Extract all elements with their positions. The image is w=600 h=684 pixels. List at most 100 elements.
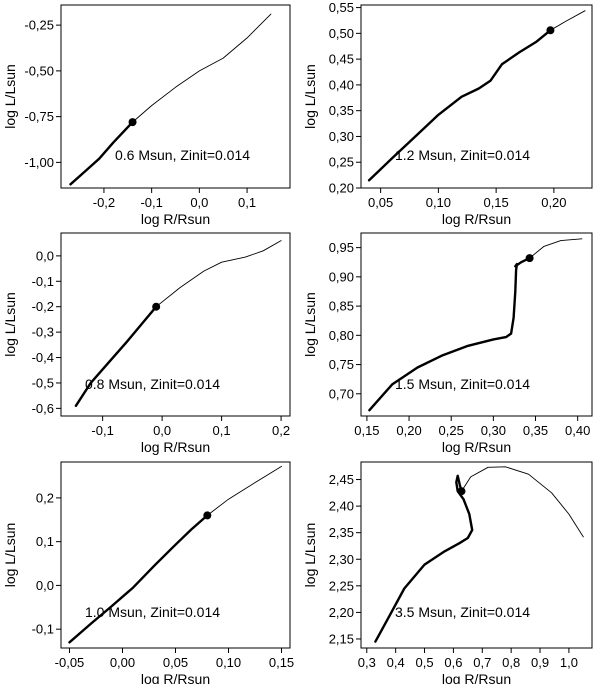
x-tick-label: 0,5 bbox=[415, 655, 433, 670]
x-axis-title: log R/Rsun bbox=[442, 439, 511, 455]
y-axis-title: log L/Lsun bbox=[2, 523, 18, 588]
y-tick-label: 2,35 bbox=[329, 525, 354, 540]
x-tick-label: 0,05 bbox=[163, 655, 188, 670]
marker-point bbox=[525, 254, 534, 263]
track-thick-line bbox=[367, 29, 552, 182]
y-tick-label: -0,3 bbox=[32, 325, 54, 340]
marker-point bbox=[457, 487, 466, 496]
x-tick-label: 0,6 bbox=[444, 655, 462, 670]
x-tick-label: 0,3 bbox=[358, 655, 376, 670]
x-axis-title: log R/Rsun bbox=[141, 211, 210, 227]
track-thin-line bbox=[529, 238, 583, 259]
x-tick-label: 0,30 bbox=[481, 423, 506, 438]
x-tick-label: 0,0 bbox=[190, 195, 208, 210]
x-tick-label: 0,05 bbox=[368, 195, 393, 210]
y-tick-label: 0,0 bbox=[36, 578, 54, 593]
y-tick-label: -0,25 bbox=[24, 18, 54, 33]
panel-3: -0,1 0,0 0,1 0,2 -0,6 -0,5 -0,4 -0,3 -0,2 -0,1 0,0… bbox=[2, 232, 291, 455]
y-axis-title: log L/Lsun bbox=[2, 292, 18, 357]
y-tick-label: 0,85 bbox=[329, 299, 354, 314]
y-tick-label: 0,2 bbox=[36, 490, 54, 505]
model-annotation: 0.6 Msun, Zinit=0.014 bbox=[115, 147, 250, 163]
x-tick-label: 0,10 bbox=[426, 195, 451, 210]
x-tick-label: -0,2 bbox=[93, 195, 115, 210]
y-tick-label: -0,1 bbox=[32, 622, 54, 637]
track-thin-line bbox=[132, 13, 272, 123]
y-tick-label: -0,6 bbox=[32, 401, 54, 416]
y-axis-title: log L/Lsun bbox=[302, 292, 318, 357]
model-annotation: 3.5 Msun, Zinit=0.014 bbox=[395, 604, 530, 620]
y-tick-label: -0,1 bbox=[32, 274, 54, 289]
x-tick-label: 0,15 bbox=[354, 423, 379, 438]
marker-point bbox=[546, 26, 555, 35]
x-tick-label: 1,0 bbox=[560, 655, 578, 670]
y-tick-label: 0,45 bbox=[329, 52, 354, 67]
y-tick-label: 0,55 bbox=[329, 0, 354, 15]
y-axis-title: log L/Lsun bbox=[302, 64, 318, 129]
y-tick-label: 0,30 bbox=[329, 129, 354, 144]
marker-point bbox=[203, 511, 212, 520]
x-tick-label: 0,20 bbox=[396, 423, 421, 438]
track-thick-line bbox=[68, 514, 209, 644]
y-axis-title: log L/Lsun bbox=[2, 64, 18, 129]
x-tick-label: -0,1 bbox=[140, 195, 162, 210]
y-tick-label: 2,45 bbox=[329, 472, 354, 487]
y-tick-label: 0,0 bbox=[36, 248, 54, 263]
y-tick-label: -0,2 bbox=[32, 299, 54, 314]
y-tick-label: 0,95 bbox=[329, 240, 354, 255]
track-thick-line bbox=[74, 305, 158, 407]
x-tick-label: 0,00 bbox=[110, 655, 135, 670]
plot-frame bbox=[360, 4, 593, 189]
y-axis-title: log L/Lsun bbox=[302, 523, 318, 588]
x-axis-title: log R/Rsun bbox=[442, 211, 511, 227]
panel-4: 0,15 0,20 0,25 0,30 0,35 0,40 0,70 0,75 0,80 0,85… bbox=[302, 232, 593, 455]
marker-point bbox=[152, 302, 161, 311]
y-tick-label: 0,80 bbox=[329, 328, 354, 343]
panel-6: 0,3 0,4 0,5 0,6 0,7 0,8 0,9 1,0 2,15 2,20 2,25 2,30… bbox=[302, 461, 593, 684]
panel-5: -0,05 0,00 0,05 0,10 0,15 -0,1 0,0 0,1 0,2 log R/… bbox=[2, 461, 294, 684]
y-tick-label: 0,75 bbox=[329, 357, 354, 372]
x-tick-label: 0,10 bbox=[216, 655, 241, 670]
y-tick-label: 0,50 bbox=[329, 26, 354, 41]
y-tick-label: 2,25 bbox=[329, 578, 354, 593]
model-annotation: 1.0 Msun, Zinit=0.014 bbox=[85, 604, 220, 620]
x-axis-title: log R/Rsun bbox=[141, 671, 210, 684]
track-thin-line bbox=[206, 465, 282, 516]
y-tick-label: 0,40 bbox=[329, 77, 354, 92]
model-annotation: 1.5 Msun, Zinit=0.014 bbox=[395, 376, 530, 392]
x-tick-label: 0,9 bbox=[531, 655, 549, 670]
y-tick-label: -1,00 bbox=[24, 155, 54, 170]
y-tick-label: 2,40 bbox=[329, 499, 354, 514]
x-tick-label: -0,1 bbox=[91, 423, 113, 438]
y-tick-label: 2,20 bbox=[329, 605, 354, 620]
x-tick-label: 0,40 bbox=[565, 423, 590, 438]
x-axis-title: log R/Rsun bbox=[141, 439, 210, 455]
y-tick-label: -0,50 bbox=[24, 63, 54, 78]
y-tick-label: 2,15 bbox=[329, 631, 354, 646]
x-tick-label: 0,25 bbox=[439, 423, 464, 438]
x-tick-label: 0,2 bbox=[272, 423, 290, 438]
model-annotation: 0.8 Msun, Zinit=0.014 bbox=[85, 376, 220, 392]
x-tick-label: 0,15 bbox=[483, 195, 508, 210]
y-tick-label: 0,1 bbox=[36, 534, 54, 549]
x-axis-title: log R/Rsun bbox=[442, 671, 511, 684]
y-tick-label: -0,4 bbox=[32, 350, 54, 365]
x-tick-label: 0,4 bbox=[387, 655, 405, 670]
plot-frame bbox=[60, 4, 291, 189]
track-thin-line bbox=[461, 466, 584, 538]
y-tick-label: 0,70 bbox=[329, 386, 354, 401]
track-thin-line bbox=[155, 240, 282, 308]
x-tick-label: 0,7 bbox=[473, 655, 491, 670]
y-tick-label: 0,20 bbox=[329, 181, 354, 196]
track-thin-line bbox=[549, 10, 586, 31]
x-tick-label: 0,20 bbox=[541, 195, 566, 210]
y-tick-label: 2,30 bbox=[329, 552, 354, 567]
y-tick-label: 0,35 bbox=[329, 103, 354, 118]
y-tick-label: 0,25 bbox=[329, 155, 354, 170]
x-tick-label: 0,35 bbox=[523, 423, 548, 438]
track-thick-line bbox=[69, 120, 134, 186]
y-tick-label: 0,90 bbox=[329, 269, 354, 284]
track-thick-line bbox=[374, 474, 474, 643]
track-thick-line bbox=[368, 256, 531, 412]
